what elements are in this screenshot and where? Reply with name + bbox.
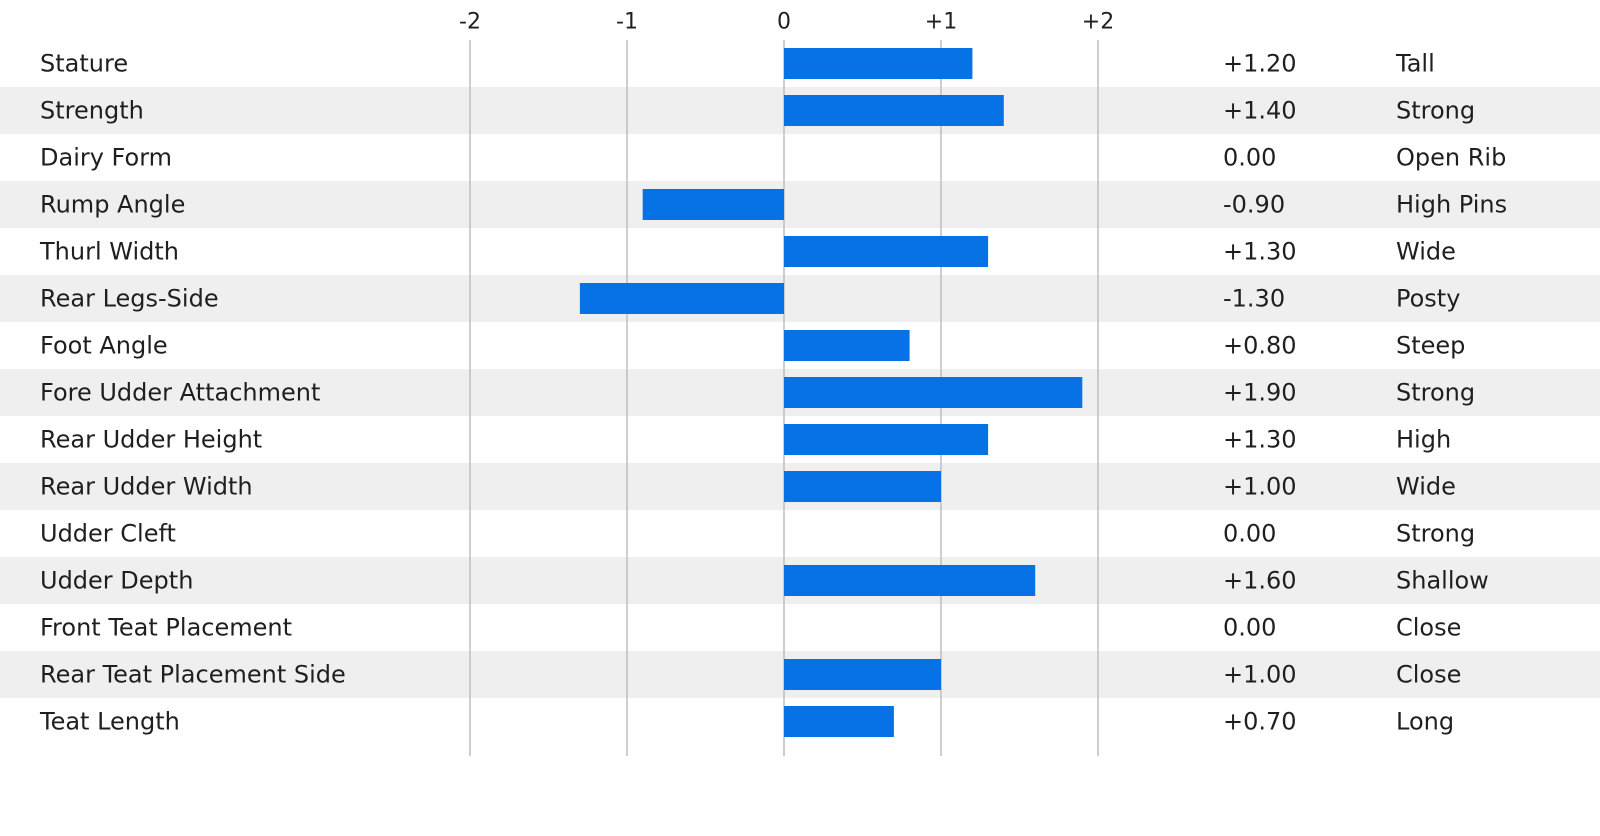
trait-value-label: +1.90 <box>1223 379 1297 407</box>
trait-value-label: +1.30 <box>1223 426 1297 454</box>
trait-description: Wide <box>1396 473 1456 501</box>
trait-bar <box>784 95 1004 126</box>
trait-value-label: +1.00 <box>1223 473 1297 501</box>
trait-label: Foot Angle <box>40 332 168 360</box>
trait-value-label: -0.90 <box>1223 191 1285 219</box>
trait-bar <box>784 48 973 79</box>
trait-description: Posty <box>1396 285 1460 313</box>
x-tick-label: +2 <box>1082 10 1114 35</box>
x-tick-label: 0 <box>777 10 791 35</box>
trait-description: Open Rib <box>1396 144 1506 172</box>
trait-label: Rump Angle <box>40 191 185 219</box>
trait-bar <box>784 424 989 455</box>
trait-label: Dairy Form <box>40 144 172 172</box>
trait-label: Teat Length <box>39 708 180 736</box>
trait-description: Close <box>1396 614 1461 642</box>
trait-label: Fore Udder Attachment <box>40 379 320 407</box>
row-stripe <box>0 181 1600 228</box>
trait-value-label: +1.30 <box>1223 238 1297 266</box>
trait-value-label: +1.60 <box>1223 567 1297 595</box>
trait-value-label: 0.00 <box>1223 614 1276 642</box>
trait-description: Wide <box>1396 238 1456 266</box>
trait-bar <box>784 471 941 502</box>
trait-bar <box>784 565 1036 596</box>
trait-value-label: +1.00 <box>1223 661 1297 689</box>
trait-label: Thurl Width <box>39 238 179 266</box>
trait-description: Long <box>1396 708 1454 736</box>
x-tick-label: -2 <box>459 10 481 35</box>
trait-value-label: -1.30 <box>1223 285 1285 313</box>
trait-bar <box>784 706 894 737</box>
trait-label: Rear Udder Width <box>40 473 253 501</box>
trait-value-label: +1.40 <box>1223 97 1297 125</box>
trait-bar <box>642 189 784 220</box>
trait-label: Rear Legs-Side <box>40 285 219 313</box>
x-tick-label: -1 <box>616 10 638 35</box>
trait-description: Shallow <box>1396 567 1489 595</box>
trait-bar <box>784 236 989 267</box>
trait-value-label: 0.00 <box>1223 144 1276 172</box>
trait-bar <box>784 377 1083 408</box>
trait-value-label: 0.00 <box>1223 520 1276 548</box>
trait-label: Front Teat Placement <box>40 614 292 642</box>
trait-description: Strong <box>1396 379 1475 407</box>
x-tick-label: +1 <box>925 10 957 35</box>
trait-bar <box>784 330 910 361</box>
trait-value-label: +1.20 <box>1223 50 1297 78</box>
trait-value-label: +0.80 <box>1223 332 1297 360</box>
trait-description: High Pins <box>1396 191 1507 219</box>
trait-label: Rear Udder Height <box>40 426 262 454</box>
trait-description: High <box>1396 426 1451 454</box>
row-stripe <box>0 275 1600 322</box>
trait-value-label: +0.70 <box>1223 708 1297 736</box>
trait-description: Tall <box>1395 50 1435 78</box>
trait-bar <box>579 283 784 314</box>
trait-bar <box>784 659 941 690</box>
trait-label: Stature <box>40 50 128 78</box>
trait-label: Udder Cleft <box>40 520 176 548</box>
trait-description: Strong <box>1396 97 1475 125</box>
trait-description: Close <box>1396 661 1461 689</box>
trait-label: Strength <box>40 97 144 125</box>
trait-description: Steep <box>1396 332 1465 360</box>
trait-description: Strong <box>1396 520 1475 548</box>
trait-label: Rear Teat Placement Side <box>40 661 346 689</box>
trait-label: Udder Depth <box>40 567 193 595</box>
